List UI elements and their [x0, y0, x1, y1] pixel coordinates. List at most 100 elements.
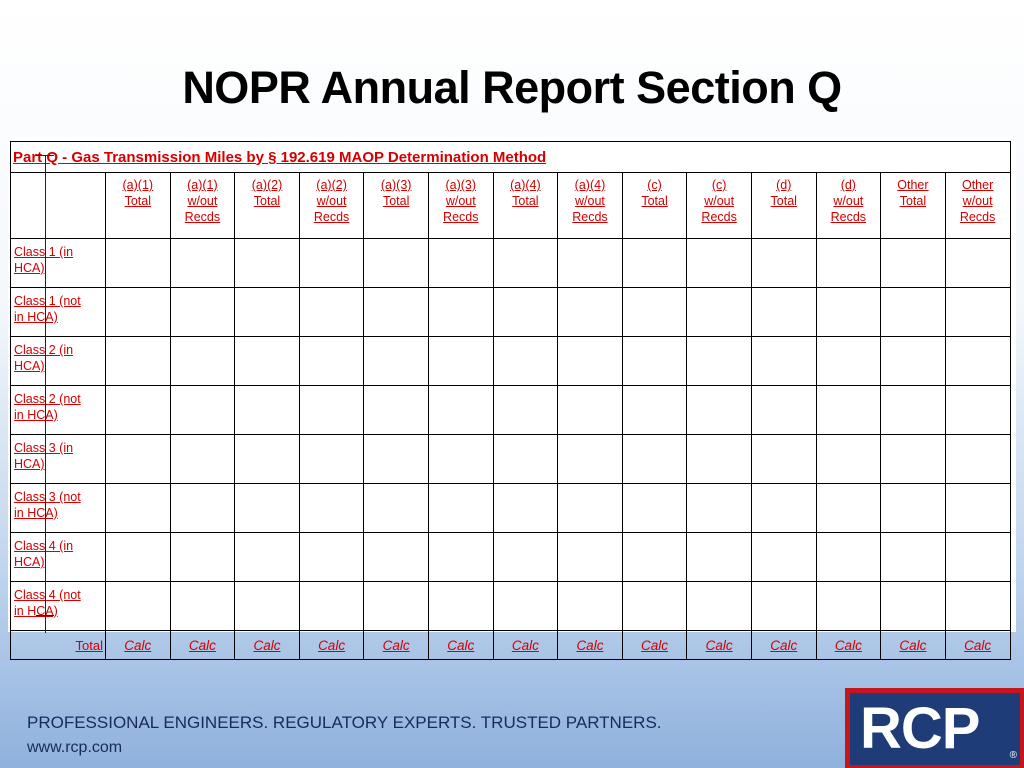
data-cell[interactable] — [427, 581, 494, 631]
data-cell[interactable] — [557, 532, 623, 582]
data-cell[interactable] — [298, 581, 365, 631]
data-cell[interactable] — [169, 385, 236, 435]
data-cell[interactable] — [750, 336, 817, 386]
data-cell[interactable] — [750, 483, 817, 533]
data-cell[interactable] — [686, 238, 752, 288]
data-cell[interactable] — [621, 287, 688, 337]
data-cell[interactable] — [169, 287, 236, 337]
data-cell[interactable] — [621, 532, 688, 582]
data-cell[interactable] — [686, 434, 752, 484]
data-cell[interactable] — [169, 532, 236, 582]
data-cell[interactable] — [750, 238, 817, 288]
data-cell[interactable] — [944, 581, 1011, 631]
data-cell[interactable] — [621, 238, 688, 288]
data-cell[interactable] — [105, 434, 171, 484]
data-cell[interactable] — [105, 238, 171, 288]
data-cell[interactable] — [298, 532, 365, 582]
data-cell[interactable] — [557, 581, 623, 631]
data-cell[interactable] — [880, 336, 946, 386]
data-cell[interactable] — [944, 336, 1011, 386]
data-cell[interactable] — [815, 581, 882, 631]
data-cell[interactable] — [557, 287, 623, 337]
data-cell[interactable] — [944, 532, 1011, 582]
data-cell[interactable] — [234, 483, 300, 533]
data-cell[interactable] — [621, 336, 688, 386]
data-cell[interactable] — [427, 385, 494, 435]
data-cell[interactable] — [363, 287, 429, 337]
data-cell[interactable] — [880, 581, 946, 631]
data-cell[interactable] — [750, 434, 817, 484]
data-cell[interactable] — [427, 238, 494, 288]
data-cell[interactable] — [686, 581, 752, 631]
data-cell[interactable] — [815, 434, 882, 484]
data-cell[interactable] — [880, 483, 946, 533]
data-cell[interactable] — [105, 532, 171, 582]
data-cell[interactable] — [427, 483, 494, 533]
data-cell[interactable] — [880, 238, 946, 288]
data-cell[interactable] — [750, 385, 817, 435]
data-cell[interactable] — [234, 238, 300, 288]
data-cell[interactable] — [427, 336, 494, 386]
data-cell[interactable] — [686, 336, 752, 386]
data-cell[interactable] — [880, 287, 946, 337]
data-cell[interactable] — [169, 483, 236, 533]
data-cell[interactable] — [234, 434, 300, 484]
data-cell[interactable] — [298, 336, 365, 386]
data-cell[interactable] — [105, 336, 171, 386]
data-cell[interactable] — [363, 581, 429, 631]
data-cell[interactable] — [815, 483, 882, 533]
data-cell[interactable] — [298, 385, 365, 435]
data-cell[interactable] — [944, 385, 1011, 435]
data-cell[interactable] — [234, 581, 300, 631]
data-cell[interactable] — [363, 385, 429, 435]
data-cell[interactable] — [621, 385, 688, 435]
data-cell[interactable] — [621, 581, 688, 631]
data-cell[interactable] — [750, 532, 817, 582]
data-cell[interactable] — [621, 483, 688, 533]
data-cell[interactable] — [427, 434, 494, 484]
data-cell[interactable] — [363, 336, 429, 386]
data-cell[interactable] — [234, 385, 300, 435]
data-cell[interactable] — [944, 434, 1011, 484]
data-cell[interactable] — [815, 238, 882, 288]
data-cell[interactable] — [105, 385, 171, 435]
data-cell[interactable] — [492, 238, 559, 288]
data-cell[interactable] — [492, 287, 559, 337]
data-cell[interactable] — [815, 336, 882, 386]
data-cell[interactable] — [557, 336, 623, 386]
data-cell[interactable] — [105, 581, 171, 631]
data-cell[interactable] — [686, 385, 752, 435]
data-cell[interactable] — [363, 238, 429, 288]
footer-url[interactable]: www.rcp.com — [27, 739, 123, 756]
data-cell[interactable] — [557, 385, 623, 435]
data-cell[interactable] — [686, 483, 752, 533]
data-cell[interactable] — [169, 581, 236, 631]
data-cell[interactable] — [492, 532, 559, 582]
data-cell[interactable] — [815, 385, 882, 435]
data-cell[interactable] — [944, 287, 1011, 337]
data-cell[interactable] — [815, 287, 882, 337]
data-cell[interactable] — [492, 434, 559, 484]
data-cell[interactable] — [492, 483, 559, 533]
data-cell[interactable] — [427, 287, 494, 337]
data-cell[interactable] — [234, 336, 300, 386]
data-cell[interactable] — [880, 385, 946, 435]
data-cell[interactable] — [621, 434, 688, 484]
data-cell[interactable] — [363, 434, 429, 484]
data-cell[interactable] — [492, 385, 559, 435]
data-cell[interactable] — [492, 581, 559, 631]
data-cell[interactable] — [427, 532, 494, 582]
data-cell[interactable] — [750, 287, 817, 337]
data-cell[interactable] — [169, 238, 236, 288]
data-cell[interactable] — [105, 287, 171, 337]
data-cell[interactable] — [880, 532, 946, 582]
data-cell[interactable] — [234, 287, 300, 337]
data-cell[interactable] — [169, 336, 236, 386]
data-cell[interactable] — [686, 287, 752, 337]
data-cell[interactable] — [686, 532, 752, 582]
data-cell[interactable] — [298, 287, 365, 337]
data-cell[interactable] — [492, 336, 559, 386]
data-cell[interactable] — [944, 238, 1011, 288]
data-cell[interactable] — [815, 532, 882, 582]
data-cell[interactable] — [298, 434, 365, 484]
